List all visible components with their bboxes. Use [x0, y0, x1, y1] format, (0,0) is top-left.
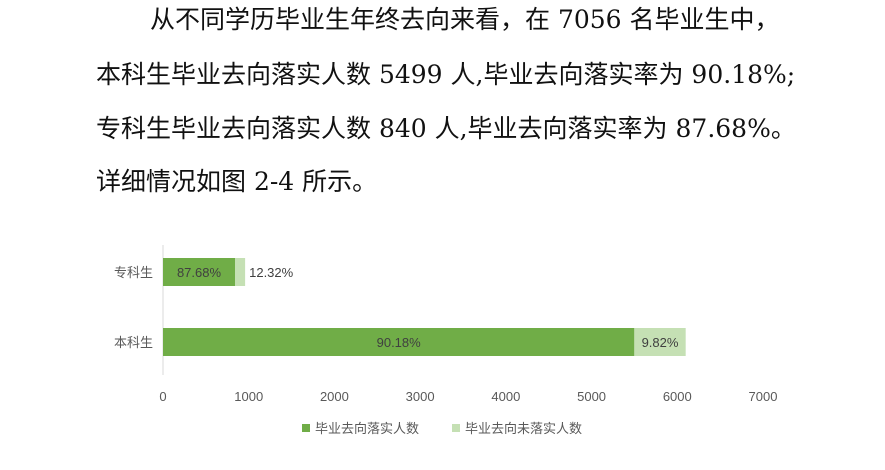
category-label-1: 专科生: [114, 265, 153, 280]
x-tick-label-3: 2000: [320, 389, 349, 404]
bar-label-placed-1: 87.68%: [177, 265, 222, 280]
bar-label-unplaced-1: 12.32%: [249, 265, 294, 280]
paragraph-line-3: 专科生毕业去向落实人数 840 人,毕业去向落实率为 87.68%。: [96, 114, 796, 143]
legend-label-2: 毕业去向未落实人数: [465, 421, 582, 436]
x-tick-label-8: 7000: [749, 389, 778, 404]
legend-swatch-2: [452, 424, 460, 432]
category-label-2: 本科生: [114, 335, 153, 350]
x-tick-label-4: 3000: [406, 389, 435, 404]
bar-unplaced-2: [634, 328, 686, 356]
bar-placed-2: [163, 328, 635, 356]
paragraph-line-1: 从不同学历毕业生年终去向来看，在 7056 名毕业生中，: [150, 5, 780, 34]
bar-placed-1: [163, 258, 235, 286]
paragraph-line-4: 详细情况如图 2-4 所示。: [96, 167, 378, 196]
legend-swatch-1: [302, 424, 310, 432]
legend-label-1: 毕业去向落实人数: [315, 421, 419, 436]
x-tick-label-2: 1000: [234, 389, 263, 404]
bar-label-placed-2: 90.18%: [377, 335, 422, 350]
bar-label-unplaced-2: 9.82%: [642, 335, 679, 350]
x-tick-label-1: 0: [159, 389, 166, 404]
x-tick-label-5: 4000: [491, 389, 520, 404]
x-tick-label-7: 6000: [663, 389, 692, 404]
x-tick-label-6: 5000: [577, 389, 606, 404]
bar-unplaced-1: [235, 258, 246, 286]
paragraph-line-2: 本科生毕业去向落实人数 5499 人,毕业去向落实率为 90.18%;: [96, 60, 796, 89]
